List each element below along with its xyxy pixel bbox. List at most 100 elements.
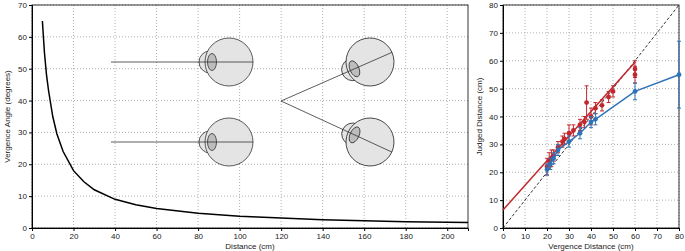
tick: 80 bbox=[489, 1, 503, 10]
error-bar bbox=[589, 108, 593, 125]
tick-mark bbox=[29, 69, 32, 70]
error-bar bbox=[633, 83, 637, 100]
error-bar bbox=[552, 153, 556, 164]
plot-area bbox=[503, 5, 681, 228]
error-bar bbox=[571, 125, 575, 136]
tick-mark bbox=[240, 228, 241, 231]
error-bar bbox=[600, 100, 604, 111]
error-bar-cap bbox=[633, 83, 637, 84]
point bbox=[633, 67, 638, 72]
point bbox=[589, 120, 594, 125]
grid-line bbox=[115, 5, 116, 228]
eye-diagram bbox=[111, 30, 402, 173]
y-axis-title: Vergence Angle (degrees) bbox=[3, 70, 12, 163]
grid-line bbox=[503, 60, 679, 61]
tick-mark bbox=[500, 89, 503, 90]
grid-line bbox=[322, 5, 323, 228]
tick: 20 bbox=[70, 228, 79, 241]
point bbox=[571, 128, 576, 133]
tick-mark bbox=[29, 164, 32, 165]
tick: 10 bbox=[18, 192, 32, 201]
error-bar-cap bbox=[585, 119, 589, 120]
grid-line bbox=[547, 5, 548, 228]
tick-label: 120 bbox=[275, 232, 289, 241]
point bbox=[545, 167, 550, 172]
tick-mark bbox=[657, 228, 658, 231]
point bbox=[562, 136, 567, 141]
error-bar-cap bbox=[556, 141, 560, 142]
point bbox=[551, 156, 556, 161]
error-bar-cap bbox=[589, 127, 593, 128]
error-bar-cap bbox=[611, 96, 615, 97]
tick-label: 20 bbox=[489, 168, 498, 177]
error-bar bbox=[556, 144, 560, 155]
tick-mark bbox=[635, 228, 636, 231]
tick-label: 30 bbox=[489, 140, 498, 149]
tick: 20 bbox=[489, 168, 503, 177]
tick-label: 40 bbox=[489, 113, 498, 122]
grid-line bbox=[503, 32, 679, 33]
tick-label: 0 bbox=[30, 232, 35, 241]
error-bar bbox=[677, 41, 681, 108]
tick-label: 70 bbox=[653, 232, 662, 241]
tick: 120 bbox=[275, 228, 289, 241]
tick: 160 bbox=[358, 228, 372, 241]
axis-line bbox=[500, 6, 504, 229]
error-bar-cap bbox=[552, 149, 556, 150]
point bbox=[567, 139, 572, 144]
tick-mark bbox=[29, 132, 32, 133]
tick-mark bbox=[29, 228, 32, 229]
tick: 50 bbox=[489, 85, 503, 94]
error-bar-cap bbox=[567, 147, 571, 148]
error-bar-cap bbox=[571, 124, 575, 125]
sight-line bbox=[281, 52, 392, 101]
point bbox=[548, 161, 553, 166]
point bbox=[556, 148, 561, 153]
tick: 50 bbox=[609, 228, 618, 241]
tick: 100 bbox=[233, 228, 247, 241]
error-bar-cap bbox=[633, 60, 637, 61]
tick-mark bbox=[679, 228, 680, 231]
tick-mark bbox=[29, 37, 32, 38]
error-bar-cap bbox=[633, 99, 637, 100]
tick-label: 140 bbox=[316, 232, 330, 241]
tick: 200 bbox=[441, 228, 455, 241]
tick-label: 100 bbox=[233, 232, 247, 241]
line bbox=[42, 21, 468, 223]
error-bar-cap bbox=[578, 119, 582, 120]
tick-mark bbox=[500, 33, 503, 34]
error-bar-cap bbox=[585, 85, 589, 86]
point bbox=[600, 103, 605, 108]
tick-label: 70 bbox=[489, 29, 498, 38]
grid-line bbox=[32, 196, 468, 197]
tick-mark bbox=[591, 228, 592, 231]
tick: 80 bbox=[675, 228, 684, 241]
grid-line bbox=[32, 164, 468, 165]
tick-label: 80 bbox=[489, 1, 498, 10]
y-axis: 010203040506070 bbox=[18, 1, 32, 233]
series bbox=[545, 41, 682, 175]
tick-label: 80 bbox=[675, 232, 684, 241]
error-bar bbox=[548, 158, 552, 169]
x-axis: 020406080100120140160180200 bbox=[30, 228, 468, 241]
grid-line bbox=[503, 200, 679, 201]
series bbox=[545, 61, 638, 175]
series bbox=[503, 5, 679, 228]
tick-mark bbox=[29, 196, 32, 197]
tick-label: 160 bbox=[358, 232, 372, 241]
tick-mark bbox=[500, 228, 503, 229]
tick-label: 50 bbox=[609, 232, 618, 241]
tick: 60 bbox=[153, 228, 162, 241]
point bbox=[567, 131, 572, 136]
tick: 60 bbox=[18, 33, 32, 42]
tick: 20 bbox=[543, 228, 552, 241]
point bbox=[633, 72, 638, 77]
grid-line bbox=[281, 5, 282, 228]
tick-mark bbox=[500, 61, 503, 62]
tick-label: 40 bbox=[587, 232, 596, 241]
axis-line bbox=[33, 229, 469, 232]
tick: 60 bbox=[489, 57, 503, 66]
grid-line bbox=[239, 5, 240, 228]
figure: 0204060801001201401601802000102030405060… bbox=[0, 0, 685, 251]
tick: 30 bbox=[565, 228, 574, 241]
